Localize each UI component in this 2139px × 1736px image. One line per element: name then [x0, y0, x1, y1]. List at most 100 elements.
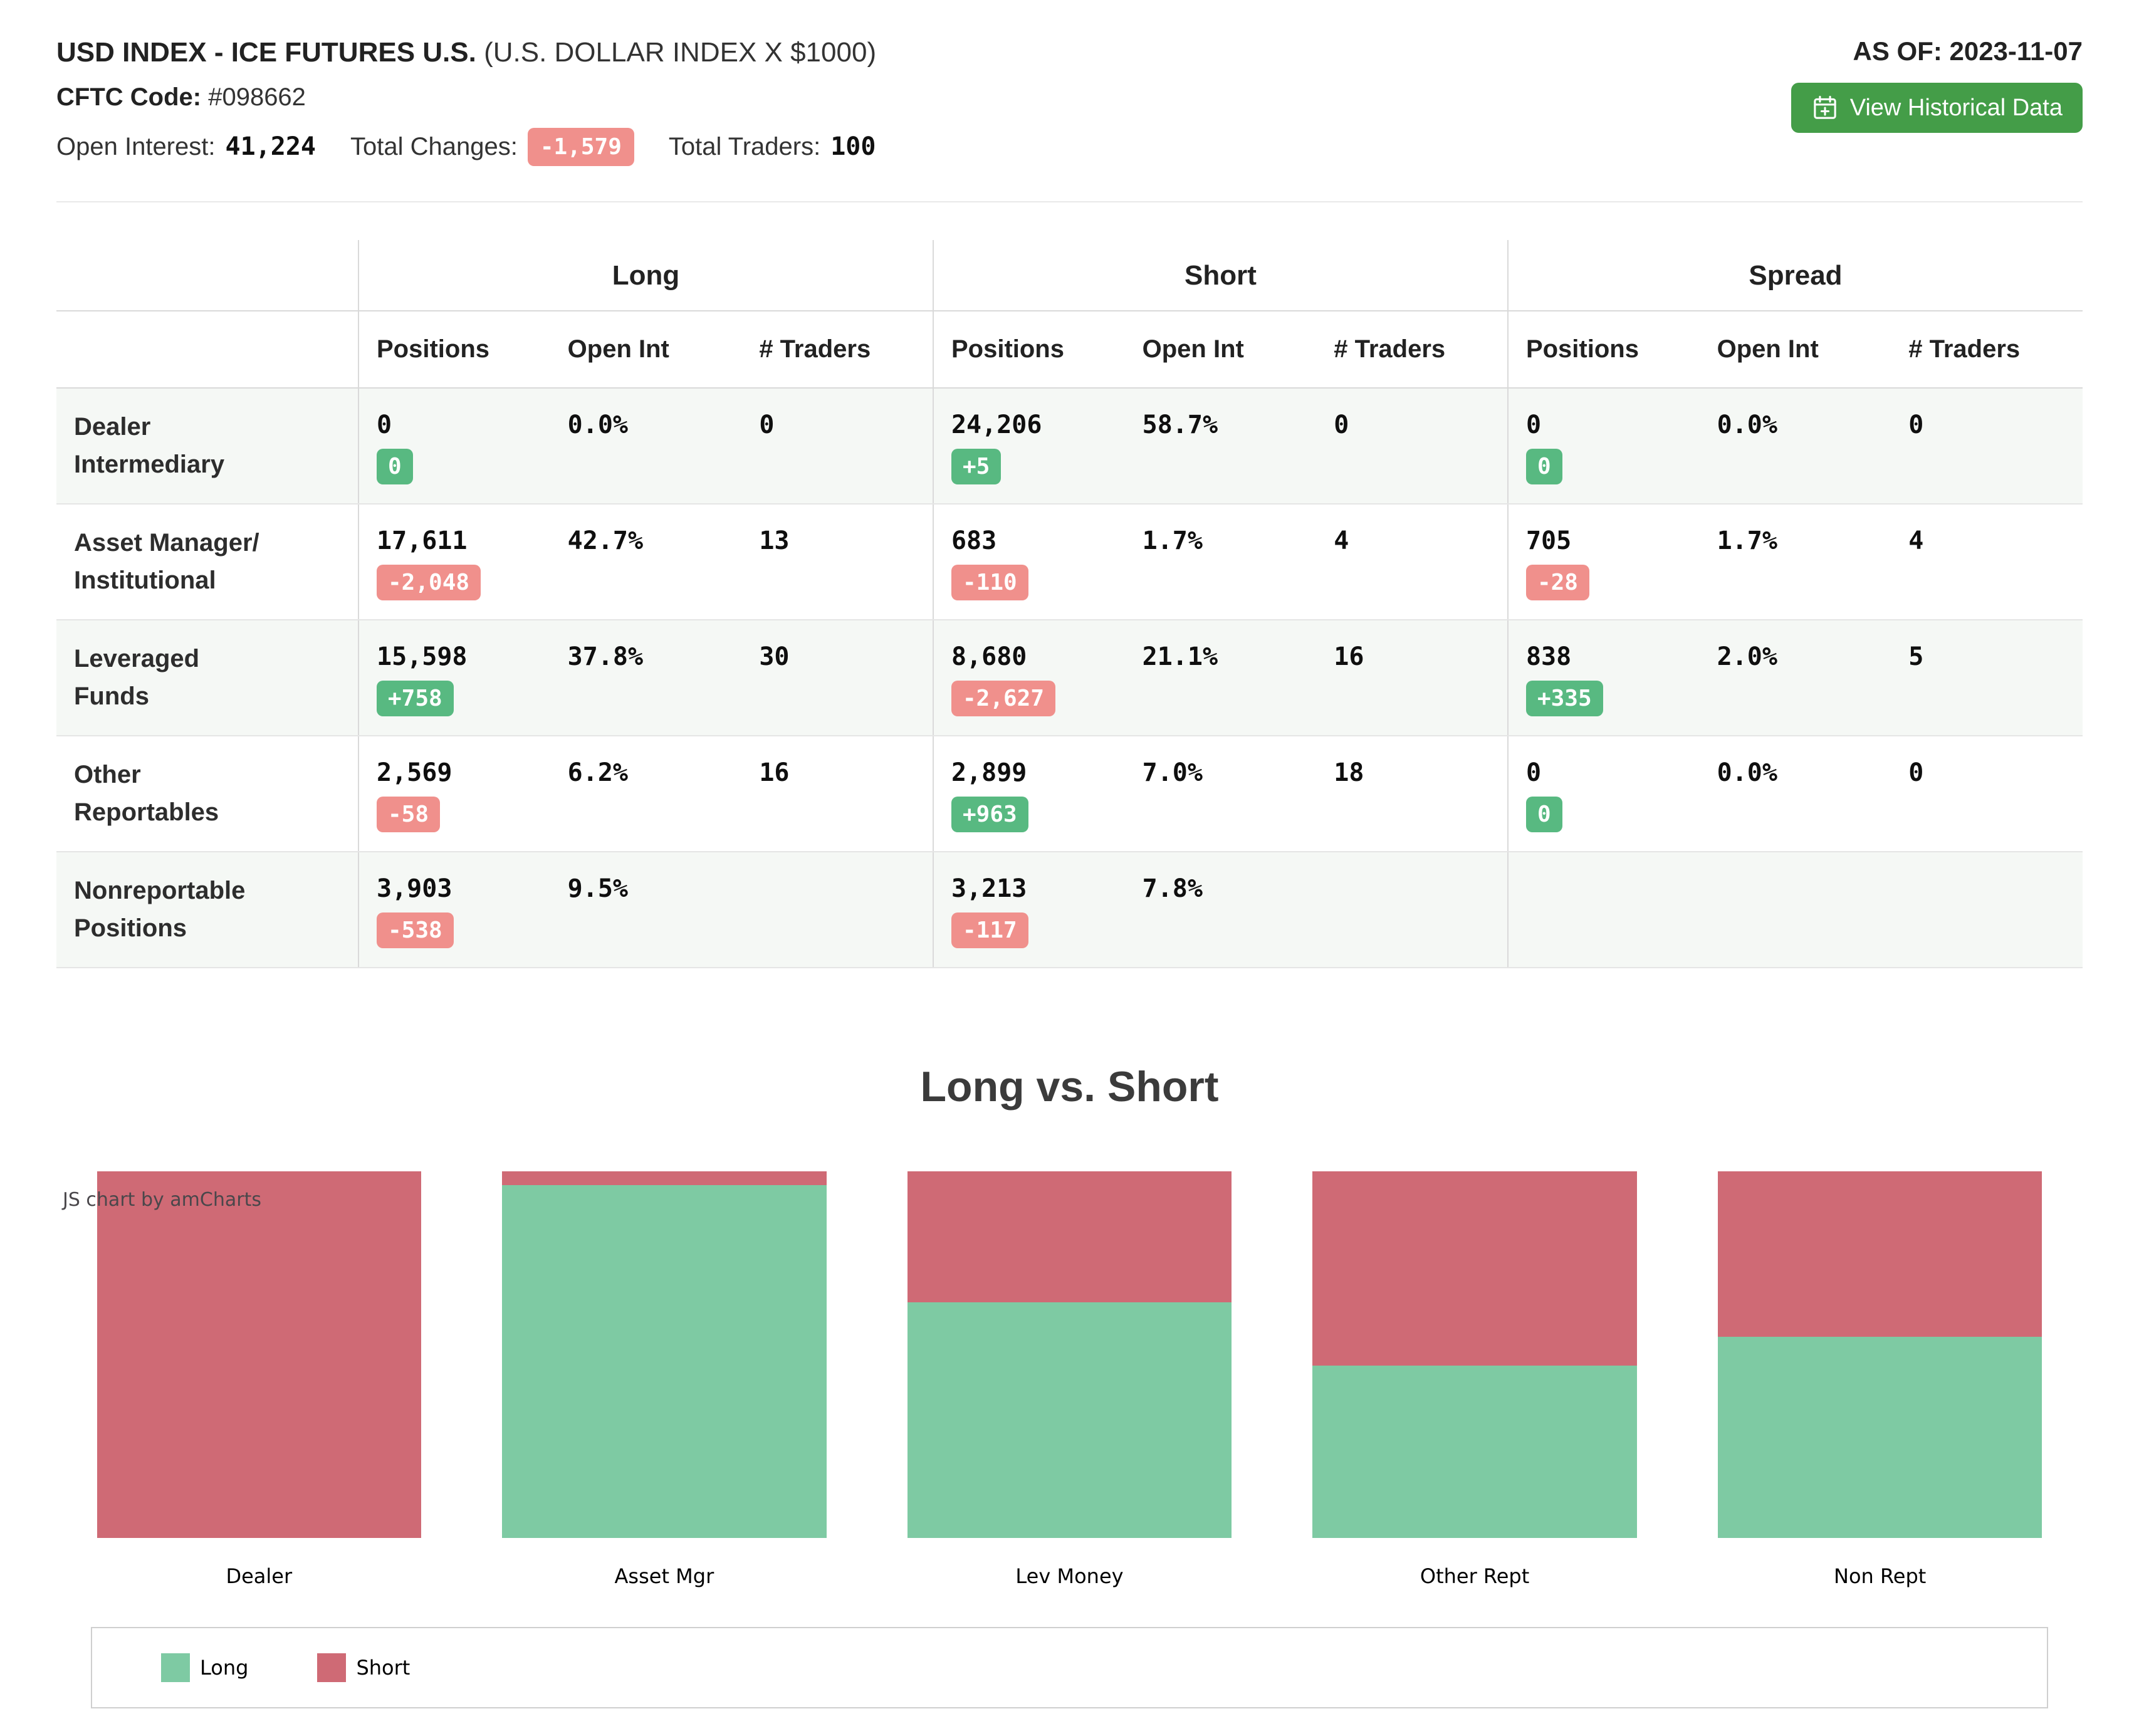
cot-positions-table: Long Short Spread Positions Open Int # T…: [56, 239, 2083, 968]
short-open-int-cell: 7.0%: [1124, 735, 1317, 852]
bar-segment-short[interactable]: [1718, 1171, 2042, 1337]
table-row-nonreportable: Nonreportable Positions 3,903 -538 9.5% 3,…: [56, 851, 2083, 968]
positions-value: 2,899: [951, 758, 1027, 787]
cftc-code-line: CFTC Code: #098662: [56, 83, 910, 112]
stacked-bar[interactable]: [97, 1171, 421, 1538]
table-row-other-reportables: Other Reportables 2,569 -58 6.2% 16 2,899 +…: [56, 735, 2083, 852]
bar-segment-short[interactable]: [502, 1171, 827, 1185]
bar-segment-short[interactable]: [97, 1171, 421, 1538]
bar-segment-long[interactable]: [907, 1302, 1232, 1538]
bar-segment-short[interactable]: [1312, 1171, 1637, 1366]
legend-swatch: [161, 1653, 190, 1682]
bar-segment-long[interactable]: [1718, 1336, 2042, 1538]
report-header-right: AS OF: 2023-11-07 View Historical Data: [1791, 36, 2083, 133]
row-label: Nonreportable Positions: [56, 851, 358, 968]
cftc-code-label: CFTC Code:: [56, 83, 202, 111]
bar-category-label: Other Rept: [1420, 1564, 1530, 1588]
spread-open-int-cell: 0.0%: [1699, 387, 1891, 505]
chart-legend: Long Short: [91, 1626, 2048, 1708]
long-traders-cell: 0: [741, 387, 933, 505]
change-badge: +335: [1525, 680, 1603, 716]
bar-segment-long[interactable]: [502, 1184, 827, 1538]
bar-column: [1272, 1171, 1678, 1538]
stacked-bars: [56, 1171, 2083, 1538]
positions-value: 15,598: [377, 642, 468, 671]
short-positions-cell: 24,206 +5: [932, 387, 1125, 505]
legend-item-short[interactable]: Short: [317, 1653, 410, 1682]
legend-label: Long: [200, 1655, 249, 1680]
short-open-int-cell: 7.8%: [1124, 851, 1317, 968]
legend-item-long[interactable]: Long: [161, 1653, 248, 1682]
spread-open-int-cell: 1.7%: [1699, 503, 1891, 620]
sub-header-row: Positions Open Int # Traders Positions O…: [56, 310, 2083, 389]
open-interest-label: Open Interest:: [56, 132, 216, 160]
change-badge: -2,627: [951, 680, 1056, 716]
bar-category-labels: Dealer Asset Mgr Lev Money Other Rept Non Re…: [56, 1564, 2083, 1588]
long-open-int-cell: 37.8%: [550, 619, 742, 736]
chart-title: Long vs. Short: [920, 1062, 1219, 1111]
bar-segment-short[interactable]: [907, 1171, 1232, 1302]
calendar-plus-icon: [1811, 94, 1839, 122]
chart-plot-area: JS chart by amCharts Dealer Asset Mgr Lev …: [56, 1171, 2083, 1588]
positions-value: [1526, 874, 1695, 904]
col-header-positions: Positions: [358, 310, 550, 389]
bar-column: [56, 1171, 462, 1538]
stacked-bar[interactable]: [907, 1171, 1232, 1538]
short-positions-cell: 8,680 -2,627: [932, 619, 1125, 736]
long-positions-cell: 2,569 -58: [358, 735, 550, 852]
positions-value: 24,206: [951, 410, 1042, 439]
instrument-subtitle: (U.S. DOLLAR INDEX X $1000): [484, 37, 877, 68]
change-badge: -58: [377, 796, 441, 832]
total-changes-badge: -1,579: [527, 127, 634, 166]
bar-column: [462, 1171, 867, 1538]
bar-category-label: Non Rept: [1834, 1564, 1927, 1588]
long-positions-cell: 3,903 -538: [358, 851, 550, 968]
positions-value: 0: [1525, 410, 1542, 439]
instrument-name: USD INDEX - ICE FUTURES U.S.: [56, 37, 476, 68]
summary-stats: Open Interest: 41,224 Total Changes: -1,…: [56, 127, 910, 166]
col-header-traders: # Traders: [741, 310, 933, 389]
short-traders-cell: 4: [1316, 503, 1508, 620]
amcharts-watermark-link[interactable]: JS chart by amCharts: [63, 1188, 261, 1211]
long-traders-cell: [741, 851, 933, 968]
long-traders-cell: 13: [741, 503, 933, 620]
spread-positions-cell: [1507, 851, 1700, 968]
col-header-open-int: Open Int: [550, 310, 742, 389]
positions-value: 0: [377, 410, 392, 439]
report-header-left: USD INDEX - ICE FUTURES U.S. (U.S. DOLLA…: [56, 36, 910, 166]
long-traders-cell: 30: [741, 619, 933, 736]
long-open-int-cell: 6.2%: [550, 735, 742, 852]
col-header-positions: Positions: [932, 310, 1125, 389]
long-positions-cell: 15,598 +758: [358, 619, 550, 736]
table-row-asset-manager: Asset Manager/Institutional 17,611 -2,048…: [56, 503, 2083, 620]
bar-category-label: Asset Mgr: [614, 1564, 714, 1588]
spread-traders-cell: 0: [1891, 387, 2083, 505]
positions-value: 3,903: [377, 874, 452, 903]
view-historical-data-button[interactable]: View Historical Data: [1791, 83, 2083, 133]
change-badge: -117: [951, 912, 1028, 948]
page-title: USD INDEX - ICE FUTURES U.S. (U.S. DOLLA…: [56, 36, 910, 70]
change-badge: 0: [377, 448, 413, 484]
short-open-int-cell: 58.7%: [1124, 387, 1317, 505]
stacked-bar[interactable]: [502, 1171, 827, 1538]
bar-segment-long[interactable]: [1312, 1365, 1637, 1538]
spread-traders-cell: [1891, 851, 2083, 968]
short-positions-cell: 2,899 +963: [932, 735, 1125, 852]
cftc-code-value: #098662: [208, 83, 306, 111]
bar-column: [1677, 1171, 2083, 1538]
stacked-bar[interactable]: [1312, 1171, 1637, 1538]
group-header-short: Short: [932, 239, 1508, 311]
positions-value: 683: [951, 526, 997, 555]
row-label: Asset Manager/Institutional: [56, 503, 358, 620]
total-traders-value: 100: [830, 132, 876, 162]
bar-category-label: Dealer: [226, 1564, 293, 1588]
change-badge: -2,048: [377, 564, 481, 600]
change-badge: +963: [951, 796, 1028, 832]
row-label: Dealer Intermediary: [56, 387, 358, 505]
spread-positions-cell: 705 -28: [1507, 503, 1700, 620]
stacked-bar[interactable]: [1718, 1171, 2042, 1538]
